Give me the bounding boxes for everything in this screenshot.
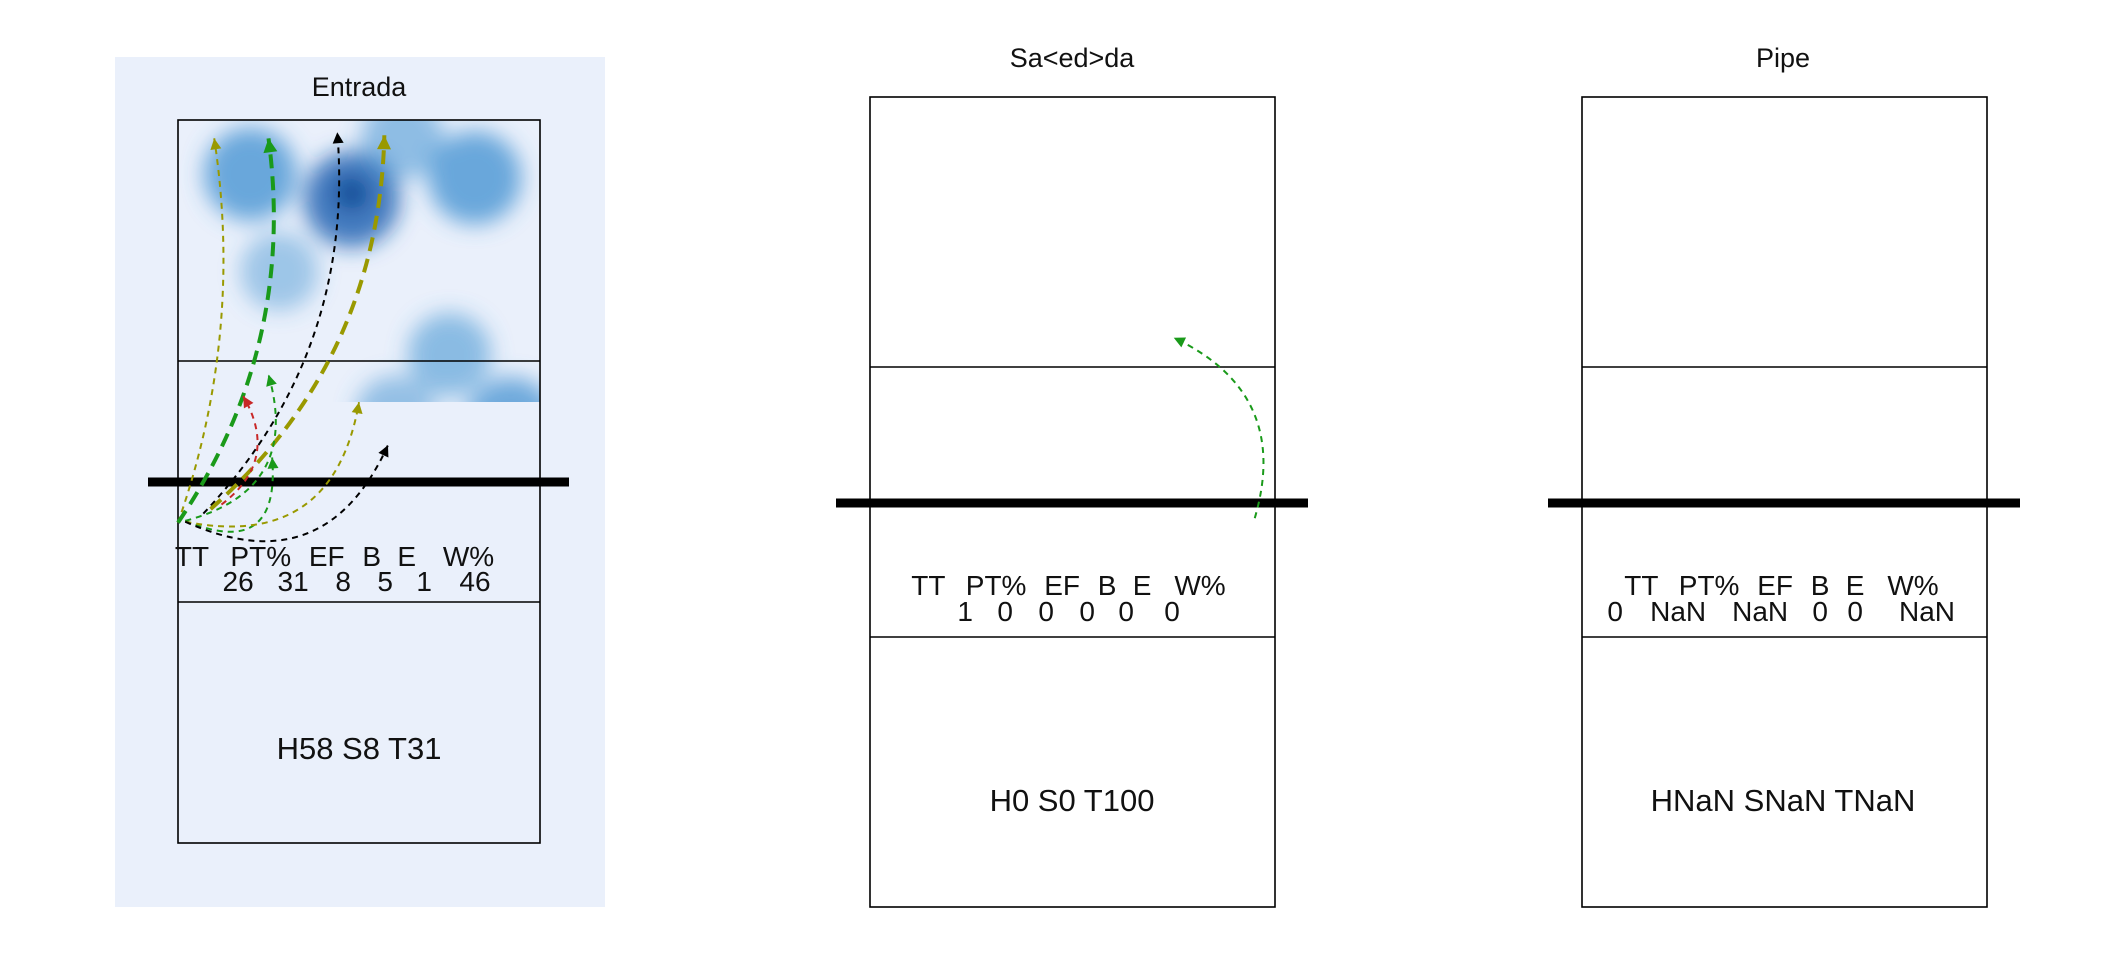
- attack-arrowhead: [266, 374, 277, 387]
- heat-spot: [203, 127, 297, 221]
- stat-header-ef: EF: [1044, 570, 1080, 601]
- panel-pipe-stats-header: TT PT% EF B E W%: [1624, 570, 1938, 601]
- panel-saida-summary: H0 S0 T100: [990, 783, 1155, 818]
- heat-spot-core: [335, 177, 368, 210]
- heat-spot: [361, 120, 444, 180]
- stat-value-pt: NaN: [1650, 596, 1706, 627]
- panel-saida-stats-header: TT PT% EF B E W%: [911, 570, 1225, 601]
- attack-arrowhead: [263, 138, 278, 154]
- stat-value-e: 0: [1847, 596, 1863, 627]
- stat-header-b: B: [362, 541, 381, 572]
- attack-arrow: [176, 138, 276, 524]
- stat-header-w: W%: [1887, 570, 1938, 601]
- panel-pipe-court: [1548, 96, 2020, 908]
- attack-arrow: [220, 395, 259, 506]
- panel-entrada: Entrada TT PT% EF B E W% 26 31 8 5 1 46 …: [115, 57, 605, 907]
- stat-header-pt: PT%: [1679, 570, 1740, 601]
- stat-header-w: W%: [443, 541, 494, 572]
- stat-header-w: W%: [1174, 570, 1225, 601]
- heat-spot: [428, 131, 522, 225]
- panel-entrada-court: [148, 119, 569, 844]
- stat-value-tt: 26: [223, 566, 254, 597]
- stat-header-b: B: [1811, 570, 1830, 601]
- stat-value-w: NaN: [1899, 596, 1955, 627]
- stat-header-b: B: [1098, 570, 1117, 601]
- stat-header-e: E: [1133, 570, 1152, 601]
- stat-value-tt: 1: [957, 596, 973, 627]
- stat-value-w: 46: [459, 566, 490, 597]
- panel-entrada-summary: H58 S8 T31: [277, 731, 442, 766]
- stat-header-ef: EF: [309, 541, 345, 572]
- panel-pipe: Pipe TT PT% EF B E W% 0 NaN NaN 0 0 NaN …: [1548, 43, 2020, 908]
- panel-saida: Sa<ed>da TT PT% EF B E W% 1 0 0 0 0 0 H0…: [836, 43, 1308, 908]
- stat-value-pt: 0: [997, 596, 1013, 627]
- stat-header-tt: TT: [1624, 570, 1658, 601]
- panel-saida-court: [836, 96, 1308, 908]
- panel-entrada-heatmap: [203, 120, 540, 402]
- heat-spot: [470, 377, 540, 402]
- attack-arrow: [184, 374, 277, 522]
- panel-saida-title: Sa<ed>da: [1010, 43, 1136, 73]
- stat-header-ef: EF: [1757, 570, 1793, 601]
- stat-value-ef: 8: [335, 566, 351, 597]
- stat-value-e: 1: [416, 566, 432, 597]
- heat-spot: [407, 312, 492, 397]
- stat-value-w: 0: [1164, 596, 1180, 627]
- attack-arrow: [202, 132, 341, 515]
- panel-pipe-stats-values: 0 NaN NaN 0 0 NaN: [1607, 596, 1955, 627]
- attack-arrow: [185, 402, 360, 528]
- panel-entrada-title: Entrada: [312, 72, 408, 102]
- panel-saida-attacks: [1173, 336, 1265, 519]
- attack-arrow: [184, 457, 274, 533]
- panel-pipe-title: Pipe: [1756, 43, 1810, 73]
- attack-arrowhead: [378, 445, 389, 458]
- stat-value-ef: NaN: [1732, 596, 1788, 627]
- panel-entrada-stats-header: TT PT% EF B E W%: [175, 541, 533, 572]
- stat-value-ef: 0: [1038, 596, 1054, 627]
- stat-header-e: E: [1846, 570, 1865, 601]
- stat-header-pt: PT%: [966, 570, 1027, 601]
- attack-arrowhead: [267, 457, 279, 469]
- stat-value-e: 0: [1118, 596, 1134, 627]
- stat-header-tt: TT: [911, 570, 945, 601]
- attack-arrowhead: [377, 135, 392, 150]
- stat-value-pt: 31: [278, 566, 309, 597]
- attack-arrowhead: [210, 138, 222, 151]
- stat-value-b: 0: [1079, 596, 1095, 627]
- attack-arrowhead: [332, 132, 344, 144]
- attack-arrow: [209, 135, 387, 511]
- panel-entrada-attacks: [176, 132, 392, 543]
- stat-value-tt: 0: [1607, 596, 1623, 627]
- stat-header-pt: PT%: [230, 541, 291, 572]
- attack-arrow: [184, 444, 389, 543]
- stat-value-b: 5: [377, 566, 393, 597]
- stat-header-e: E: [397, 541, 416, 572]
- panel-entrada-stats-values: 26 31 8 5 1 46: [223, 566, 491, 597]
- stat-value-b: 0: [1812, 596, 1828, 627]
- attack-arrowhead: [1173, 337, 1187, 348]
- heat-spot: [240, 232, 319, 311]
- attack-arrowhead: [243, 396, 254, 409]
- attack-arrowhead: [351, 402, 363, 414]
- panel-pipe-summary: HNaN SNaN TNaN: [1651, 783, 1916, 818]
- attack-arrow: [1173, 336, 1265, 519]
- heat-spot: [357, 375, 433, 402]
- stat-header-tt: TT: [175, 541, 209, 572]
- panel-saida-stats-values: 1 0 0 0 0 0: [957, 596, 1179, 627]
